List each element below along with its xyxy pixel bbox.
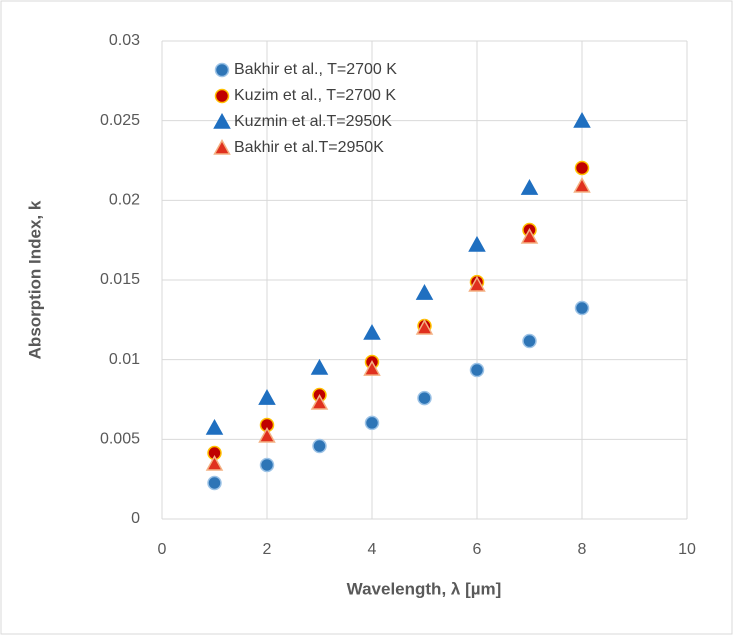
- data-point: [573, 176, 591, 193]
- data-point: [258, 426, 276, 443]
- x-tick-label: 2: [263, 541, 272, 558]
- x-tick-label: 8: [578, 541, 587, 558]
- y-axis-title: Absorption Index, k: [25, 200, 44, 359]
- x-tick-label: 4: [368, 541, 377, 558]
- x-tick-label: 10: [678, 541, 696, 558]
- data-point: [258, 389, 276, 405]
- data-point: [364, 415, 380, 431]
- data-point: [520, 179, 539, 195]
- x-axis-title: Wavelength, λ [µm]: [347, 579, 502, 598]
- data-point: [574, 300, 590, 316]
- legend-marker: [214, 62, 230, 78]
- data-point: [468, 235, 486, 252]
- y-tick-label: 0.02: [109, 192, 140, 209]
- data-point: [310, 393, 329, 410]
- data-point: [469, 362, 485, 378]
- data-point: [522, 333, 537, 349]
- legend-label: Kuzim et al., T=2700 K: [234, 87, 396, 104]
- y-tick-label: 0.01: [109, 351, 140, 368]
- data-point: [415, 318, 434, 335]
- y-tick-label: 0.005: [100, 431, 140, 448]
- legend-marker: [213, 138, 231, 155]
- legend-marker: [214, 88, 230, 104]
- data-point: [574, 160, 590, 176]
- data-point: [312, 438, 327, 454]
- data-point: [417, 390, 432, 406]
- data-point: [363, 360, 381, 376]
- data-point: [520, 227, 539, 244]
- data-point: [363, 324, 381, 340]
- x-tick-label: 0: [158, 541, 167, 558]
- legend-label: Bakhir et al.T=2950K: [234, 139, 384, 156]
- data-point: [573, 111, 591, 128]
- data-point: [205, 418, 224, 435]
- y-tick-label: 0.015: [100, 271, 140, 288]
- data-point: [468, 275, 486, 292]
- legend-marker: [213, 112, 231, 129]
- data-point: [207, 475, 222, 491]
- y-tick-label: 0.03: [109, 32, 140, 49]
- data-point: [310, 358, 329, 375]
- y-tick-label: 0.025: [100, 112, 140, 129]
- legend-label: Bakhir et al., T=2700 K: [234, 61, 397, 78]
- y-tick-label: 0: [131, 510, 140, 527]
- data-point: [259, 457, 275, 473]
- data-point: [415, 284, 434, 300]
- data-point: [205, 454, 224, 471]
- x-tick-label: 6: [473, 541, 482, 558]
- legend-label: Kuzmin et al.T=2950K: [234, 113, 392, 130]
